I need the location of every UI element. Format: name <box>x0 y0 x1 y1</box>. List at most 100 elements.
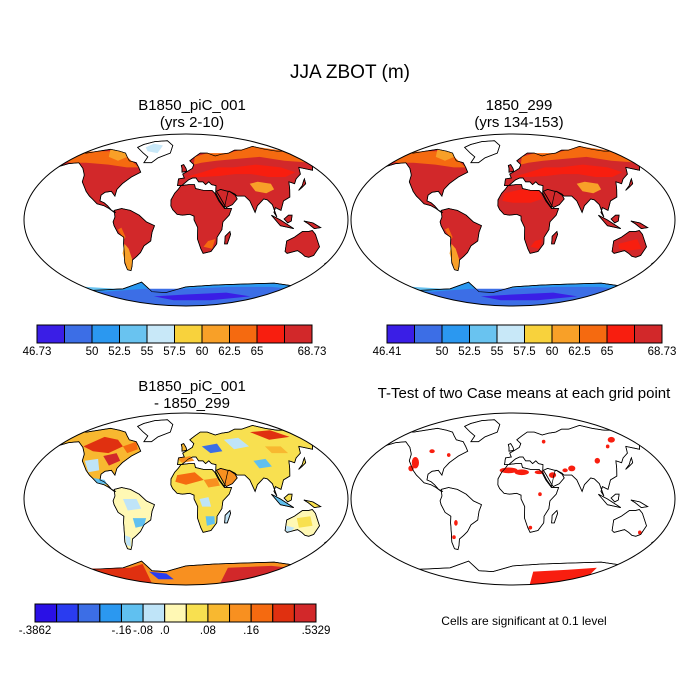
coastline-japan <box>298 177 307 191</box>
coastline-greenland <box>137 140 174 164</box>
colorbar-swatch <box>36 324 65 344</box>
coastline-greenland <box>464 140 501 164</box>
coastline-greenland <box>137 419 174 443</box>
colorbar-difference-labels: -.3862 -.16 -.08 .0 .08 .16 .5329 <box>19 625 331 641</box>
panel2-title: 1850_299 (yrs 134-153) <box>359 97 679 131</box>
colorbar-swatch <box>174 324 203 344</box>
mexico-blue <box>93 478 108 485</box>
antarctic-core <box>480 292 578 301</box>
significant-cell <box>446 453 451 457</box>
significant-cell <box>607 436 615 443</box>
colorbar-swatch <box>56 603 79 623</box>
significant-cell <box>538 492 542 497</box>
colorbar-swatch <box>414 324 443 344</box>
panel3-title-line1: B1850_piC_001 <box>138 378 246 395</box>
panel4-title-line1: T-Test of two Case means at each grid po… <box>377 385 671 402</box>
coastline-britain <box>180 164 188 173</box>
brazil-blue <box>132 518 147 528</box>
colorbar-swatch <box>201 324 230 344</box>
andes-orange <box>444 227 453 240</box>
asia-blue <box>253 458 272 469</box>
coastline-newguinea <box>303 499 322 508</box>
colorbar-swatch <box>284 324 313 344</box>
colorbar-swatch <box>142 603 166 623</box>
coastline-africa <box>170 184 233 254</box>
colorbar-swatch <box>77 603 101 623</box>
andes-orange <box>117 227 126 240</box>
colorbar-tick-label: -.08 <box>133 625 153 637</box>
antarctic-core <box>153 292 251 301</box>
coastline-southAmerica <box>439 487 482 551</box>
panel1-title-line2: (yrs 2-10) <box>159 114 225 131</box>
colorbar-tick-label: 68.73 <box>297 346 327 358</box>
antarctic-red-e <box>219 565 310 585</box>
sahara <box>175 189 216 203</box>
sahara-orange <box>175 472 204 485</box>
congo-lb <box>199 497 212 507</box>
colorbar-swatch <box>34 603 58 623</box>
colorbar-tick-label: 55 <box>490 346 504 358</box>
tibet-orange <box>249 181 275 194</box>
colorbar-swatch <box>579 324 608 344</box>
colorbar-swatch <box>99 603 122 623</box>
coastline-indonesia <box>598 214 621 229</box>
australia-lb <box>285 525 295 532</box>
map-ttest <box>350 412 676 586</box>
significant-cell <box>499 467 518 474</box>
coastline-greenland <box>464 419 501 443</box>
colorbar-tick-label: 65 <box>600 346 614 358</box>
na-darkred <box>103 453 121 466</box>
coastline-southAmerica <box>112 208 155 272</box>
coastline-borneo <box>610 493 620 503</box>
coastline-australia <box>284 509 320 537</box>
coastline-britain <box>507 164 515 173</box>
coastline-southAmerica <box>112 487 155 551</box>
colorbar-tick-label: .08 <box>199 625 216 637</box>
coastline-newguinea <box>630 499 649 508</box>
labrador-orange <box>122 441 138 454</box>
sudan-orange <box>203 478 220 488</box>
panel1-title: B1850_piC_001 (yrs 2-10) <box>32 97 352 131</box>
significant-cell <box>411 456 419 469</box>
coastline-australia <box>611 230 647 258</box>
colorbar-tick-label: 60 <box>545 346 559 358</box>
coastline-arabia <box>542 468 565 488</box>
na-lightblue <box>84 458 100 473</box>
colorbar-tick-label: 68.73 <box>647 346 677 358</box>
significant-cell <box>528 525 533 530</box>
significant-cell <box>548 472 557 478</box>
colorbar-swatch <box>469 324 498 344</box>
colorbar-swatch <box>496 324 525 344</box>
map-border <box>23 133 349 307</box>
australia-yellow <box>296 516 313 528</box>
eurasia-bright <box>513 164 623 177</box>
coastline-arabia <box>215 189 238 209</box>
map-case1 <box>23 133 349 307</box>
coastline-japan <box>625 177 634 191</box>
eurasia-bright <box>186 164 296 177</box>
coastline-africa <box>497 463 560 533</box>
panel2-title-line2: (yrs 134-153) <box>474 114 564 131</box>
coastline-eurasia <box>177 425 322 497</box>
sahara <box>502 189 543 203</box>
significant-cell <box>605 444 610 449</box>
na-red <box>83 436 123 454</box>
colorbar-swatch <box>229 324 258 344</box>
significant-cell <box>568 465 576 472</box>
coastline-newguinea <box>303 220 322 229</box>
tibet-orange <box>576 181 602 194</box>
colorbar-tick-label: -.3862 <box>18 625 52 637</box>
coastline-madagascar <box>224 230 231 245</box>
sa-blue <box>205 516 215 526</box>
colorbar-swatch <box>551 324 580 344</box>
greenland-light <box>145 143 163 154</box>
colorbar-tick-label: 62.5 <box>568 346 591 358</box>
patagonia-orange <box>122 243 133 271</box>
colorbar-tick-label: 62.5 <box>218 346 241 358</box>
coastline-northAmerica <box>58 148 142 213</box>
coastline-japan <box>625 456 634 470</box>
iberia-orange <box>177 456 195 463</box>
colorbar-swatch <box>293 603 317 623</box>
coastline-japan <box>298 456 307 470</box>
colorbar-tick-label: 52.5 <box>108 346 131 358</box>
